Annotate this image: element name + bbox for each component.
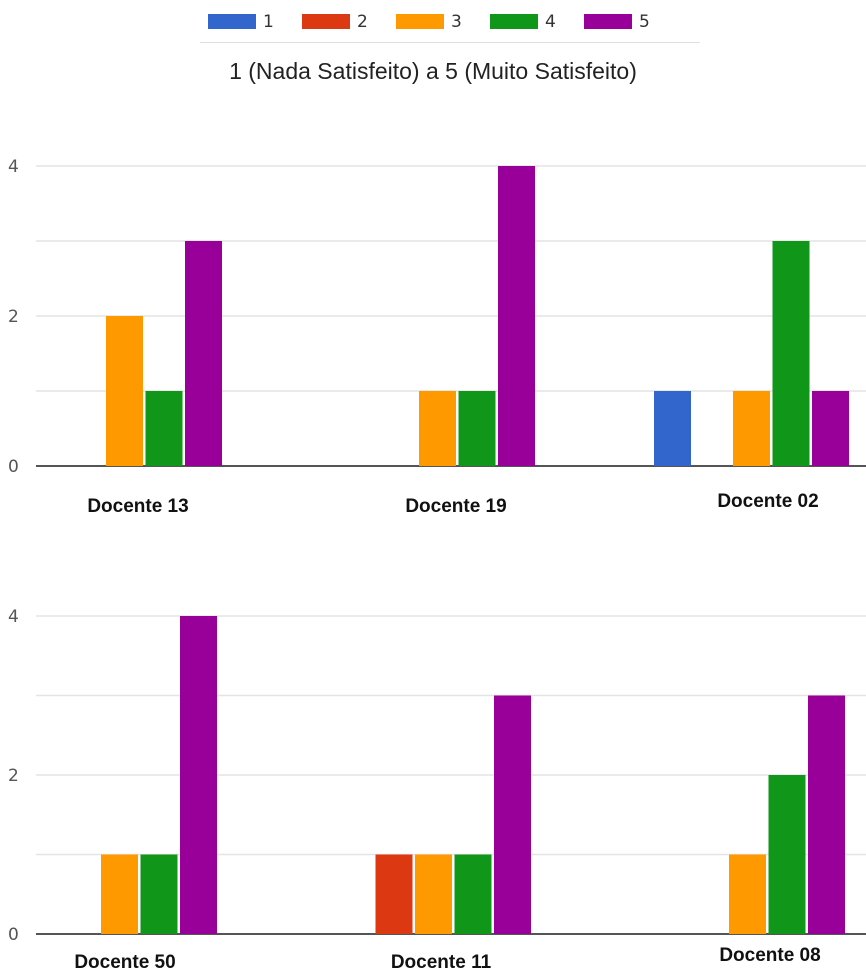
legend-swatch xyxy=(490,14,538,29)
bar xyxy=(145,391,183,466)
bar-chart-bottom: 0 2 4 Docente 50 Docente 11 Docente 08 xyxy=(8,607,866,973)
bar xyxy=(733,391,770,466)
y-tick-label: 2 xyxy=(8,307,19,327)
legend-swatch xyxy=(302,14,350,29)
legend-label: 4 xyxy=(545,12,556,32)
legend-swatch xyxy=(208,14,256,29)
category-label: Docente 08 xyxy=(719,945,820,966)
bar xyxy=(415,854,452,934)
bar xyxy=(140,854,178,934)
bar xyxy=(729,854,766,934)
y-tick-label: 0 xyxy=(8,457,19,477)
bar xyxy=(458,391,496,466)
bar xyxy=(375,854,413,934)
bar xyxy=(106,316,143,466)
legend-divider xyxy=(200,42,700,43)
legend-label: 2 xyxy=(357,12,368,32)
y-tick-label: 4 xyxy=(8,157,19,177)
bar xyxy=(772,241,810,466)
chart-subtitle: 1 (Nada Satisfeito) a 5 (Muito Satisfeit… xyxy=(229,58,637,84)
legend-label: 1 xyxy=(263,12,274,32)
bar xyxy=(185,241,222,466)
legend-swatch xyxy=(396,14,444,29)
bar xyxy=(454,854,492,934)
bar xyxy=(419,391,456,466)
bar xyxy=(494,695,531,934)
legend-label: 5 xyxy=(639,12,650,32)
bar xyxy=(768,775,806,934)
legend-swatch xyxy=(584,14,632,29)
bar xyxy=(498,166,535,466)
y-tick-label: 2 xyxy=(8,766,19,786)
category-label: Docente 02 xyxy=(717,491,818,512)
category-label: Docente 19 xyxy=(405,496,506,517)
bar xyxy=(812,391,849,466)
category-label: Docente 13 xyxy=(87,496,188,517)
bar xyxy=(180,616,217,934)
bar xyxy=(101,854,138,934)
legend: 1 2 3 4 5 xyxy=(200,8,700,38)
category-label: Docente 11 xyxy=(391,952,492,973)
legend-label: 3 xyxy=(451,12,462,32)
y-tick-label: 0 xyxy=(8,925,19,945)
bar xyxy=(654,391,691,466)
bar xyxy=(808,695,845,934)
category-label: Docente 50 xyxy=(74,952,175,973)
y-tick-label: 4 xyxy=(8,607,19,627)
bar-chart-top: 0 2 4 Docente 13 Docente 19 Docente 02 xyxy=(8,157,866,517)
